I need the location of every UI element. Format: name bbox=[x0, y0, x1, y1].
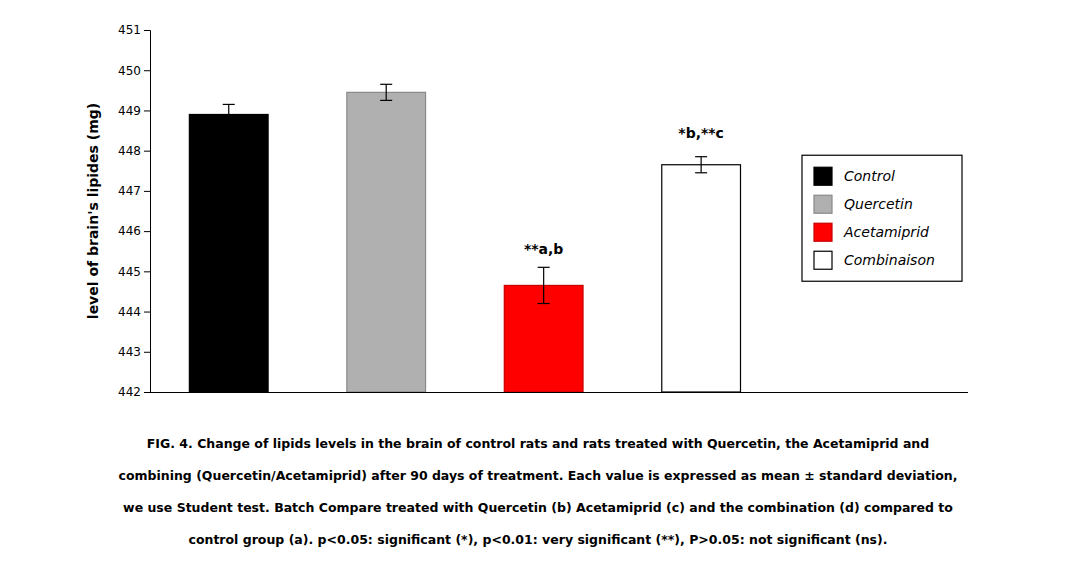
legend-label: Acetamiprid bbox=[843, 224, 929, 240]
y-tick: 449 bbox=[118, 104, 150, 118]
legend-swatch bbox=[814, 195, 832, 213]
legend-label: Control bbox=[844, 168, 895, 184]
y-tick: 450 bbox=[118, 64, 150, 78]
y-tick: 447 bbox=[118, 184, 150, 198]
y-axis-title: level of brain's lipides (mg) bbox=[85, 103, 101, 319]
y-tick-mark bbox=[144, 30, 150, 31]
y-tick: 451 bbox=[118, 23, 150, 37]
error-bar-cap bbox=[695, 156, 707, 157]
y-tick: 448 bbox=[118, 144, 150, 158]
error-bar-stem bbox=[386, 84, 387, 100]
legend-item: Acetamiprid bbox=[814, 223, 929, 241]
y-tick-mark bbox=[144, 352, 150, 353]
error-bar-cap bbox=[223, 104, 235, 105]
legend-item: Quercetin bbox=[814, 195, 913, 213]
error-bar-cap bbox=[538, 303, 550, 304]
y-axis: 442 443 444 445 446 447 448 449 450 451 bbox=[118, 23, 150, 399]
error-bar-cap bbox=[223, 124, 235, 125]
y-tick: 444 bbox=[118, 305, 150, 319]
y-tick-mark bbox=[144, 231, 150, 232]
y-axis-line bbox=[144, 31, 151, 393]
caption-line: control group (a). p<0.05: significant (… bbox=[188, 532, 887, 547]
caption-line: FIG. 4. Change of lipids levels in the b… bbox=[147, 436, 929, 451]
legend-label: Quercetin bbox=[844, 196, 913, 212]
bar bbox=[347, 92, 426, 392]
y-tick: 443 bbox=[118, 345, 150, 359]
y-tick-label: 445 bbox=[118, 265, 141, 279]
error-bar-stem bbox=[543, 267, 544, 303]
error-bar bbox=[380, 84, 392, 100]
annotation: **a,b bbox=[524, 241, 563, 257]
legend-item: Combinaison bbox=[814, 251, 935, 269]
legend-label: Combinaison bbox=[844, 252, 935, 268]
y-tick-mark bbox=[144, 70, 150, 71]
legend-swatch bbox=[814, 167, 832, 185]
error-bar-cap bbox=[538, 267, 550, 268]
error-bar-stem bbox=[701, 157, 702, 173]
bar bbox=[662, 165, 741, 392]
y-tick-label: 444 bbox=[118, 305, 141, 319]
legend-swatch bbox=[814, 223, 832, 241]
chart: 442 443 444 445 446 447 448 449 450 451 **a,b *b,**… bbox=[0, 0, 1076, 576]
y-tick-mark bbox=[144, 151, 150, 152]
y-tick-mark bbox=[144, 392, 150, 393]
x-axis-line bbox=[150, 392, 968, 393]
error-bar-cap bbox=[695, 172, 707, 173]
caption-line: we use Student test. Batch Compare treat… bbox=[123, 500, 953, 515]
y-tick-mark bbox=[144, 271, 150, 272]
error-bar-stem bbox=[228, 104, 229, 124]
y-tick-mark bbox=[144, 110, 150, 111]
y-tick-label: 442 bbox=[118, 385, 141, 399]
legend-frame bbox=[802, 155, 962, 281]
y-tick-mark bbox=[144, 191, 150, 192]
error-bar bbox=[538, 267, 550, 303]
error-bar bbox=[695, 157, 707, 173]
error-bar bbox=[223, 104, 235, 124]
error-bar-cap bbox=[380, 84, 392, 85]
error-bar-cap bbox=[380, 100, 392, 101]
y-tick-label: 449 bbox=[118, 104, 141, 118]
y-tick-mark bbox=[144, 312, 150, 313]
caption-line: combining (Quercetin/Acetamiprid) after … bbox=[119, 468, 958, 483]
y-tick: 445 bbox=[118, 265, 150, 279]
plot-area: 442 443 444 445 446 447 448 449 450 451 **a,b *b,**… bbox=[118, 23, 968, 399]
background bbox=[0, 0, 1076, 576]
bar bbox=[189, 114, 268, 392]
y-tick-label: 448 bbox=[118, 144, 141, 158]
annotation: *b,**c bbox=[678, 125, 724, 141]
y-tick: 446 bbox=[118, 224, 150, 238]
legend-swatch bbox=[814, 251, 832, 269]
y-tick-label: 443 bbox=[118, 345, 141, 359]
y-tick: 442 bbox=[118, 385, 150, 399]
y-tick-label: 446 bbox=[118, 224, 141, 238]
marks bbox=[189, 84, 740, 392]
x-axis bbox=[150, 392, 968, 393]
legend: Control Quercetin Acetamiprid Combinaison bbox=[802, 155, 962, 281]
legend-item: Control bbox=[814, 167, 895, 185]
y-tick-label: 450 bbox=[118, 64, 141, 78]
y-tick-label: 447 bbox=[118, 184, 141, 198]
y-tick-label: 451 bbox=[118, 23, 141, 37]
